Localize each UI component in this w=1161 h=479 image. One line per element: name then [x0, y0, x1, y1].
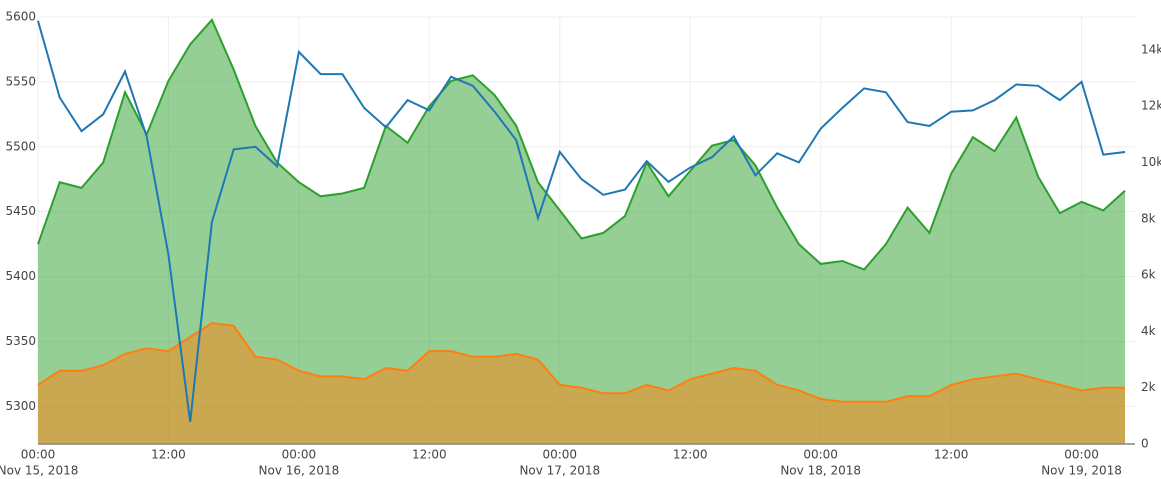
line	[37, 17, 1126, 271]
x-tick-label: 12:00	[673, 448, 708, 462]
x-tick-sublabel: Nov 19, 2018	[1041, 464, 1122, 478]
x-tick-label: 12:00	[412, 448, 447, 462]
y2-tick-label: 6k	[1141, 268, 1156, 282]
y2-tick-label: 12k	[1141, 99, 1161, 113]
y2-tick-label: 4k	[1141, 324, 1156, 338]
y-tick-label: 5400	[5, 269, 36, 283]
area	[38, 323, 1125, 444]
x-tick-sublabel: Nov 16, 2018	[259, 464, 340, 478]
y-tick-label: 5500	[5, 139, 36, 153]
line	[37, 321, 1125, 403]
y-tick-label: 5350	[5, 334, 36, 348]
y-tick-label: 5600	[5, 10, 36, 24]
x-tick-label: 00:00	[282, 448, 317, 462]
area	[38, 19, 1125, 445]
x-tick-label: 12:00	[151, 448, 186, 462]
x-tick-sublabel: Nov 17, 2018	[519, 464, 600, 478]
x-tick-label: 00:00	[803, 448, 838, 462]
y2-tick-label: 0	[1141, 437, 1149, 451]
y2-tick-label: 14k	[1141, 42, 1161, 56]
x-tick-sublabel: Nov 18, 2018	[780, 464, 861, 478]
y2-tick-label: 10k	[1141, 155, 1161, 169]
x-tick-label: 12:00	[934, 448, 969, 462]
x-tick-label: 00:00	[542, 448, 577, 462]
x-tick-sublabel: Nov 15, 2018	[0, 464, 78, 478]
y-tick-label: 5450	[5, 204, 36, 218]
y2-tick-label: 2k	[1141, 380, 1156, 394]
x-tick-label: 00:00	[1064, 448, 1099, 462]
line	[37, 20, 1126, 423]
y2-tick-label: 8k	[1141, 211, 1156, 225]
y-tick-label: 5550	[5, 74, 36, 88]
x-tick-label: 00:00	[21, 448, 56, 462]
y-tick-label: 5300	[5, 399, 36, 413]
